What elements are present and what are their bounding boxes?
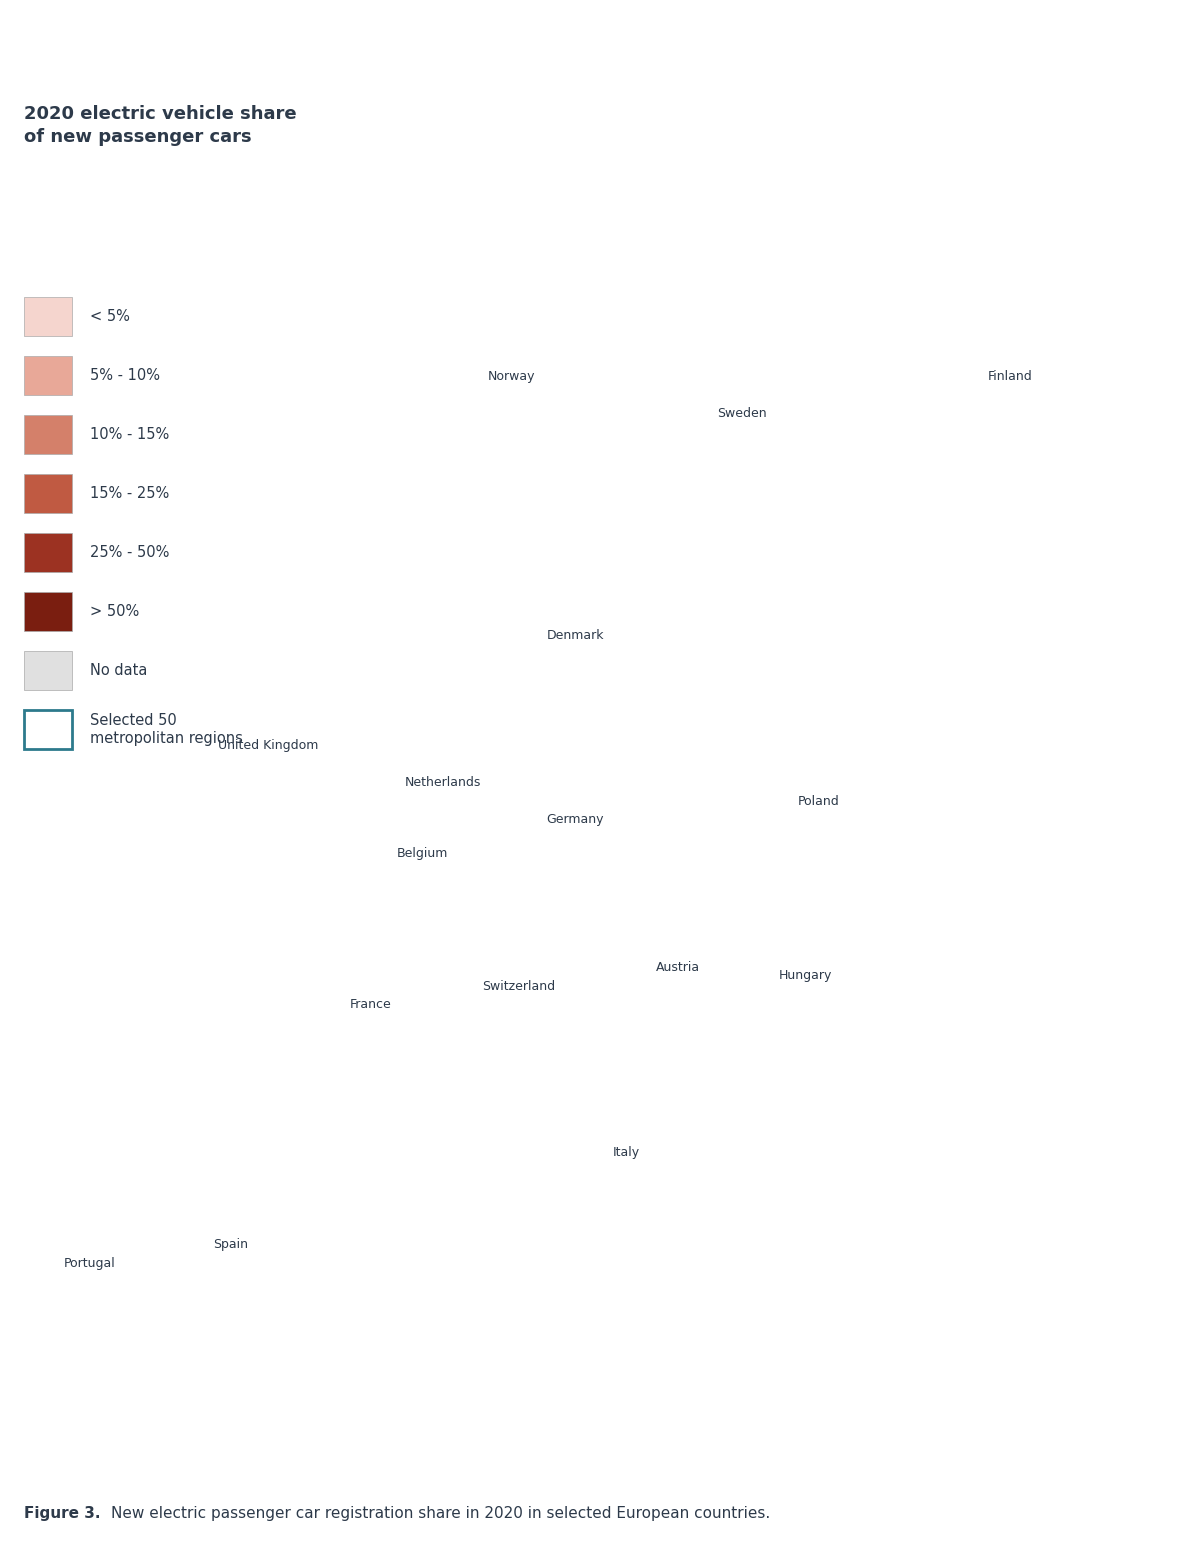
Text: Norway: Norway [488,370,535,382]
Text: < 5%: < 5% [90,309,130,324]
Text: Selected 50
metropolitan regions: Selected 50 metropolitan regions [90,713,243,746]
FancyBboxPatch shape [24,296,72,337]
Text: 25% - 50%: 25% - 50% [90,544,169,560]
Text: Spain: Spain [213,1239,248,1251]
Text: Poland: Poland [797,796,839,808]
Text: Finland: Finland [988,370,1033,382]
FancyBboxPatch shape [24,651,72,690]
Text: Hungary: Hungary [779,969,832,981]
Text: Sweden: Sweden [716,407,767,420]
FancyBboxPatch shape [24,591,72,632]
Text: Belgium: Belgium [397,847,447,860]
Text: > 50%: > 50% [90,604,139,619]
FancyBboxPatch shape [24,534,72,573]
Text: Austria: Austria [655,961,700,973]
Text: Denmark: Denmark [547,629,605,641]
Text: Portugal: Portugal [64,1257,115,1270]
FancyBboxPatch shape [24,710,72,749]
Text: Germany: Germany [547,813,605,827]
FancyBboxPatch shape [24,415,72,454]
Text: Figure 3.: Figure 3. [24,1505,101,1521]
Text: 5% - 10%: 5% - 10% [90,368,160,384]
Text: 2020 electric vehicle share
of new passenger cars: 2020 electric vehicle share of new passe… [24,105,297,147]
Text: New electric passenger car registration share in 2020 in selected European count: New electric passenger car registration … [111,1505,769,1521]
Text: Netherlands: Netherlands [404,777,481,789]
Text: 15% - 25%: 15% - 25% [90,485,169,501]
Text: France: France [350,998,392,1011]
Text: Italy: Italy [613,1147,641,1159]
Text: United Kingdom: United Kingdom [219,739,319,752]
Text: No data: No data [90,663,148,679]
Text: Switzerland: Switzerland [482,980,555,992]
Text: 10% - 15%: 10% - 15% [90,427,169,441]
FancyBboxPatch shape [24,356,72,395]
FancyBboxPatch shape [24,474,72,513]
